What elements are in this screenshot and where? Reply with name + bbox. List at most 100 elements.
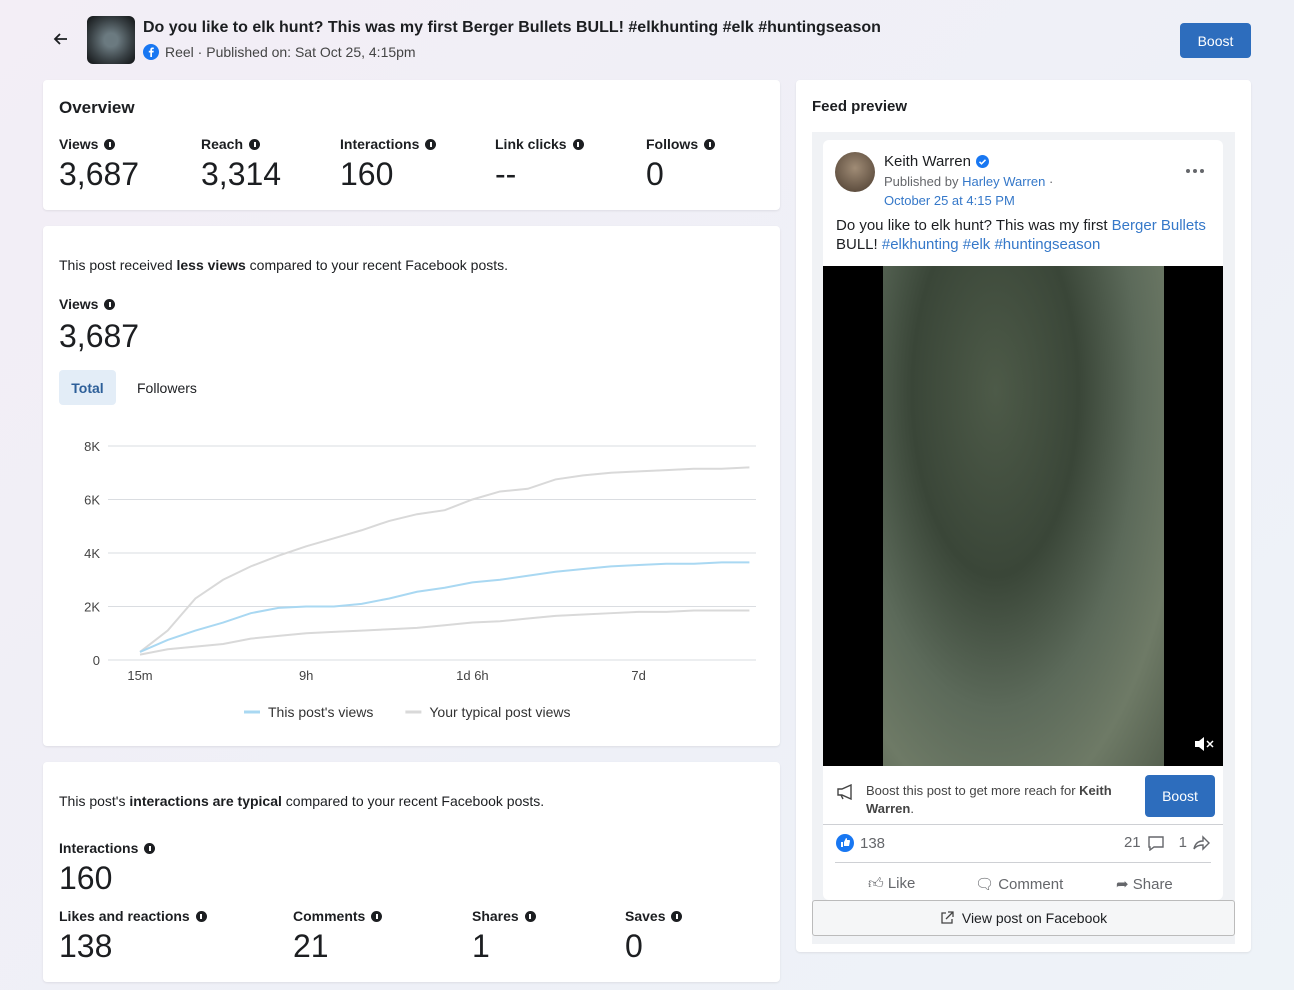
- back-button[interactable]: [52, 30, 70, 54]
- metric-label: Interactions: [59, 840, 139, 856]
- summary-text: compared to your recent Facebook posts.: [281, 793, 545, 809]
- legend-label: Your typical post views: [429, 704, 570, 720]
- view-link-label: View post on Facebook: [961, 910, 1108, 926]
- views-card: This post received less views compared t…: [43, 226, 780, 746]
- series-line: [139, 561, 750, 653]
- metric-value: 0: [625, 928, 643, 964]
- comment-action[interactable]: 🗨︎ Comment: [975, 876, 1064, 893]
- share-action[interactable]: ➦ Share: [1116, 876, 1173, 893]
- legend-label: This post's views: [268, 704, 373, 720]
- summary-bold: interactions are typical: [129, 793, 282, 809]
- author-row: Keith Warren: [884, 153, 989, 170]
- published-line: Published by Harley Warren ·: [884, 174, 1053, 189]
- more-menu[interactable]: [1185, 158, 1205, 179]
- y-tick-label: 0: [93, 653, 100, 668]
- metric-label-row: Reach: [201, 136, 281, 152]
- info-icon: [371, 910, 383, 922]
- views-metric: Views 3,687: [59, 296, 139, 355]
- video-frame: [883, 266, 1164, 766]
- video[interactable]: [823, 266, 1223, 766]
- verified-badge: [975, 155, 989, 168]
- boost-author: Keith Warren: [866, 783, 1112, 816]
- metric-label: Link clicks: [495, 136, 567, 152]
- metric-label-row: Saves: [625, 908, 683, 924]
- boost-prompt: Boost this post to get more reach for Ke…: [836, 782, 1136, 818]
- info-icon: [249, 138, 261, 150]
- preview-boost-button[interactable]: Boost: [1145, 775, 1215, 817]
- post-preview: Keith Warren Published by Harley Warren …: [823, 140, 1223, 900]
- metric-label: Saves: [625, 908, 666, 924]
- metric-value: 3,687: [59, 318, 140, 354]
- metric-label-row: Likes and reactions: [59, 908, 207, 924]
- metric-label: Reach: [201, 136, 244, 152]
- comment-count[interactable]: 21: [1123, 834, 1141, 851]
- metric: Link clicks --: [495, 136, 584, 193]
- metric-value: 138: [59, 928, 113, 964]
- y-tick-label: 8K: [84, 439, 100, 454]
- info-icon: [704, 138, 716, 150]
- hashtags[interactable]: #elkhunting #elk #huntingseason: [881, 236, 1101, 253]
- metric-value: --: [495, 156, 517, 192]
- metric: Reach 3,314: [201, 136, 281, 193]
- summary-text: This post's: [59, 793, 130, 809]
- metric-label-row: Link clicks: [495, 136, 584, 152]
- y-tick-label: 4K: [84, 546, 100, 561]
- summary-text: This post received: [59, 257, 177, 273]
- view-on-facebook[interactable]: View post on Facebook: [812, 900, 1235, 936]
- mute-icon[interactable]: [1193, 736, 1215, 752]
- preview-frame: Keith Warren Published by Harley Warren …: [812, 132, 1235, 944]
- divider: [823, 824, 1223, 825]
- like-badge: [836, 834, 854, 852]
- x-tick-label: 9h: [299, 668, 313, 683]
- post-subtitle: Reel · Published on: Sat Oct 25, 4:15pm: [165, 44, 416, 60]
- external-icon: [941, 911, 954, 924]
- views-chart: 0 2K 4K 6K 8K 15m 9h 1d 6h 7d This post's views Yo…: [84, 439, 756, 720]
- boost-text: .: [910, 801, 914, 816]
- series-line: [139, 466, 750, 653]
- metric: Shares 1: [472, 908, 536, 965]
- interactions-metric: Interactions 160: [59, 840, 156, 897]
- series-line-lower: [139, 609, 750, 656]
- x-tick-label: 7d: [631, 668, 645, 683]
- metric-label-row: Interactions: [340, 136, 437, 152]
- overview-title: Overview: [59, 98, 135, 117]
- metric-value: 160: [340, 156, 394, 192]
- back-icon: [53, 33, 67, 45]
- metric-value: 3,314: [201, 156, 282, 192]
- info-icon: [671, 910, 683, 922]
- metric-value: 0: [646, 156, 664, 192]
- tab-followers[interactable]: Followers: [137, 380, 197, 396]
- metric: Likes and reactions 138: [59, 908, 207, 965]
- metric: Interactions 160: [340, 136, 437, 193]
- metric-label: Shares: [472, 908, 519, 924]
- metric-value: 160: [59, 860, 113, 896]
- boost-button[interactable]: Boost: [1180, 23, 1251, 58]
- feed-preview-title: Feed preview: [812, 98, 908, 115]
- metric-label: Likes and reactions: [59, 908, 190, 924]
- y-tick-label: 6K: [84, 493, 100, 508]
- text-part: Do you like to elk hunt? This was my fir…: [836, 217, 1112, 234]
- summary-text: compared to your recent Facebook posts.: [245, 257, 509, 273]
- metric-label-row: Follows: [646, 136, 716, 152]
- action-label: Share: [1132, 876, 1173, 893]
- metric: Comments 21: [293, 908, 383, 965]
- metric-label: Views: [59, 136, 99, 152]
- metric: Views 3,687: [59, 136, 139, 193]
- more-icon: [1186, 169, 1204, 173]
- text-link[interactable]: Berger Bullets: [1111, 217, 1206, 234]
- post-text: Do you like to elk hunt? This was my fir…: [836, 216, 1211, 254]
- summary-bold: less views: [176, 257, 246, 273]
- author-avatar: [835, 152, 875, 192]
- metric-label-row: Views: [59, 136, 139, 152]
- like-action[interactable]: 👍︎ Like: [868, 875, 916, 892]
- published-by: Published by: [884, 174, 959, 189]
- tab-total[interactable]: Total: [59, 370, 116, 405]
- post-thumbnail: [87, 16, 135, 64]
- post-date[interactable]: October 25 at 4:15 PM: [884, 193, 1015, 208]
- share-count[interactable]: 1: [1178, 834, 1187, 851]
- reaction-count-row[interactable]: 138: [836, 834, 885, 852]
- publisher-name[interactable]: Harley Warren: [962, 174, 1046, 189]
- metric-value: 3,687: [59, 156, 140, 192]
- megaphone-icon: [837, 784, 852, 800]
- action-label: Like: [887, 875, 916, 892]
